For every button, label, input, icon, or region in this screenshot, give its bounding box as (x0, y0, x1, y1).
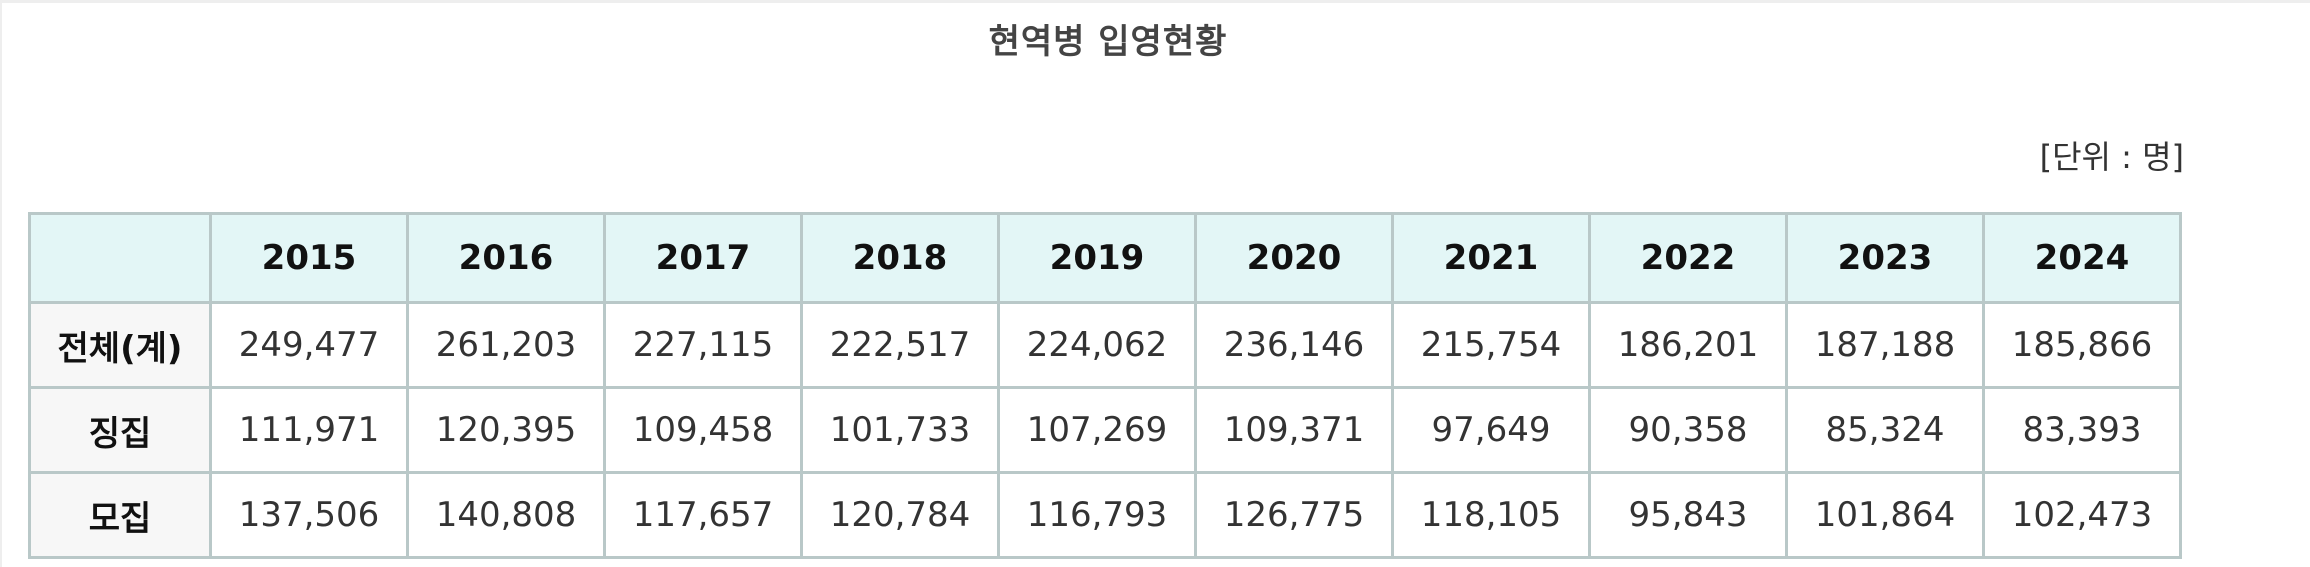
page-title: 현역병 입영현황 (988, 22, 1228, 62)
year-header: 2015 (209, 212, 409, 304)
corner-cell (28, 212, 212, 304)
year-header: 2016 (406, 212, 606, 304)
table-cell: 97,649 (1391, 386, 1591, 474)
table-cell: 90,358 (1588, 386, 1788, 474)
top-border (0, 0, 2310, 3)
table-row: 전체(계) 249,477 261,203 227,115 222,517 22… (28, 301, 2182, 389)
table-cell: 95,843 (1588, 471, 1788, 559)
table-cell: 222,517 (800, 301, 1000, 389)
table-cell: 261,203 (406, 301, 606, 389)
table-cell: 118,105 (1391, 471, 1591, 559)
table-cell: 120,395 (406, 386, 606, 474)
unit-label: [단위 : 명] (2039, 138, 2184, 176)
table-cell: 140,808 (406, 471, 606, 559)
header-row: 2015 2016 2017 2018 2019 2020 2021 2022 … (28, 212, 2182, 304)
table-cell: 101,733 (800, 386, 1000, 474)
table-cell: 227,115 (603, 301, 803, 389)
table-cell: 111,971 (209, 386, 409, 474)
row-label: 징집 (28, 386, 212, 474)
table-cell: 85,324 (1785, 386, 1985, 474)
table-cell: 249,477 (209, 301, 409, 389)
table-cell: 126,775 (1194, 471, 1394, 559)
left-border (0, 0, 2, 567)
table-cell: 102,473 (1982, 471, 2182, 559)
year-header: 2018 (800, 212, 1000, 304)
table-cell: 109,458 (603, 386, 803, 474)
year-header: 2023 (1785, 212, 1985, 304)
table-cell: 187,188 (1785, 301, 1985, 389)
table-cell: 185,866 (1982, 301, 2182, 389)
year-header: 2021 (1391, 212, 1591, 304)
table-cell: 109,371 (1194, 386, 1394, 474)
table-cell: 117,657 (603, 471, 803, 559)
table-cell: 83,393 (1982, 386, 2182, 474)
table-row: 모집 137,506 140,808 117,657 120,784 116,7… (28, 471, 2182, 559)
year-header: 2017 (603, 212, 803, 304)
table-cell: 116,793 (997, 471, 1197, 559)
table-cell: 186,201 (1588, 301, 1788, 389)
table-cell: 120,784 (800, 471, 1000, 559)
table-cell: 107,269 (997, 386, 1197, 474)
enlistment-table: 2015 2016 2017 2018 2019 2020 2021 2022 … (28, 212, 2182, 559)
row-label: 모집 (28, 471, 212, 559)
table-cell: 137,506 (209, 471, 409, 559)
year-header: 2024 (1982, 212, 2182, 304)
year-header: 2022 (1588, 212, 1788, 304)
row-label: 전체(계) (28, 301, 212, 389)
table-cell: 101,864 (1785, 471, 1985, 559)
table-row: 징집 111,971 120,395 109,458 101,733 107,2… (28, 386, 2182, 474)
year-header: 2020 (1194, 212, 1394, 304)
year-header: 2019 (997, 212, 1197, 304)
table-cell: 224,062 (997, 301, 1197, 389)
table-cell: 215,754 (1391, 301, 1591, 389)
table-cell: 236,146 (1194, 301, 1394, 389)
